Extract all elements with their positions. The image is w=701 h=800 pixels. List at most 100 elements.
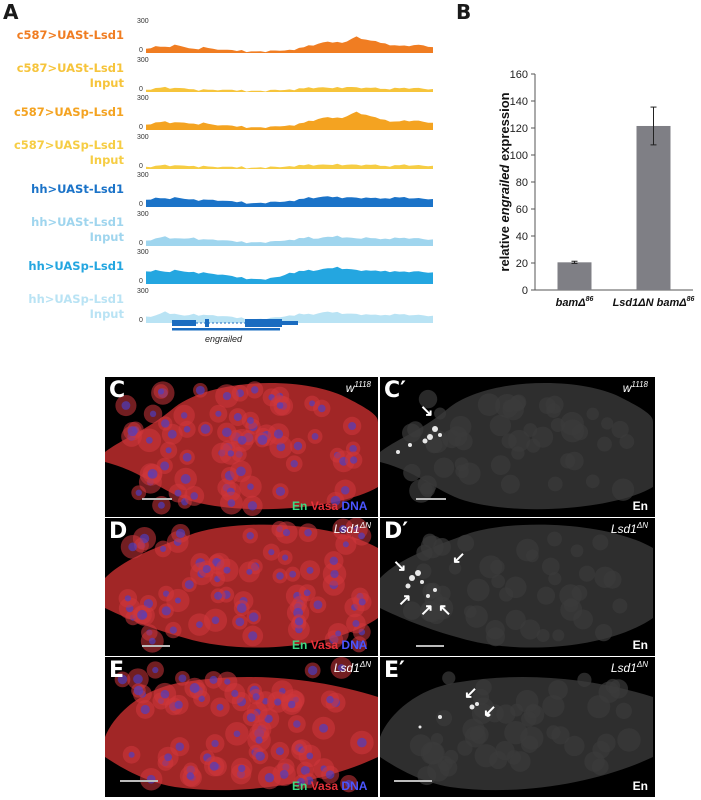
scale-bar bbox=[394, 780, 432, 782]
cell bbox=[499, 587, 514, 602]
cell bbox=[466, 578, 490, 602]
nucleus bbox=[195, 385, 205, 395]
y-tick-label: 80 bbox=[516, 177, 528, 189]
nucleus bbox=[137, 609, 148, 620]
track-min-value: 0 bbox=[139, 47, 143, 54]
cell bbox=[619, 434, 635, 449]
nucleus bbox=[211, 739, 219, 748]
en-signal bbox=[469, 704, 475, 710]
stain-legend: En Vasa DNA bbox=[292, 779, 368, 793]
scale-bar bbox=[142, 645, 170, 647]
nucleus bbox=[147, 468, 158, 479]
en-signal bbox=[427, 434, 433, 440]
nucleus bbox=[157, 501, 165, 509]
arrow-marker: ↘ bbox=[420, 403, 434, 420]
track-min-value: 0 bbox=[139, 124, 143, 131]
genotype-label: Lsd1ΔN bbox=[610, 521, 648, 536]
cell bbox=[591, 758, 609, 776]
cell bbox=[577, 672, 592, 687]
arrow-marker: ↗ bbox=[420, 602, 434, 619]
nucleus bbox=[128, 751, 135, 758]
genotype-label: w1118 bbox=[622, 380, 648, 395]
cell bbox=[617, 728, 641, 752]
nucleus bbox=[224, 678, 231, 685]
track-max-value: 300 bbox=[137, 287, 149, 295]
cell bbox=[420, 741, 444, 765]
cell bbox=[560, 598, 583, 621]
cell bbox=[436, 710, 453, 727]
panel-label-d-prime: D′ bbox=[384, 519, 409, 544]
y-tick-label: 20 bbox=[516, 258, 528, 270]
nucleus bbox=[165, 447, 172, 454]
stain-legend: En Vasa DNA bbox=[292, 638, 368, 652]
nucleus bbox=[350, 456, 358, 464]
cell bbox=[496, 704, 516, 724]
channel-label: En bbox=[632, 638, 648, 652]
nucleus bbox=[124, 595, 131, 602]
nucleus bbox=[282, 528, 291, 537]
nucleus bbox=[184, 580, 194, 590]
track-max-value: 300 bbox=[137, 172, 149, 179]
cell bbox=[560, 419, 585, 443]
cell bbox=[486, 627, 506, 647]
nucleus bbox=[352, 619, 360, 628]
panel-label-e: E bbox=[109, 658, 125, 683]
nucleus bbox=[275, 486, 286, 497]
nucleus bbox=[306, 566, 314, 574]
cell bbox=[491, 574, 506, 589]
track-max-value: 300 bbox=[137, 133, 149, 141]
bar-chart: 0 20 40 60 80 100 120 140 160 bamΔ86 Lsd1ΔN bamΔ86… bbox=[497, 69, 695, 309]
track-label: c587>UASp-Lsd1 Input bbox=[13, 137, 124, 167]
nucleus bbox=[255, 751, 265, 761]
cell bbox=[532, 426, 554, 448]
x-tick-label: Lsd1ΔN bamΔ86 bbox=[613, 296, 695, 309]
cell bbox=[500, 474, 520, 494]
cell bbox=[420, 482, 435, 498]
nucleus bbox=[276, 572, 284, 580]
cell bbox=[547, 531, 562, 547]
nucleus bbox=[198, 695, 205, 702]
y-tick-label: 140 bbox=[510, 96, 528, 108]
nucleus bbox=[317, 404, 326, 413]
cell bbox=[469, 725, 489, 745]
y-tick-label: 0 bbox=[522, 285, 528, 297]
nucleus bbox=[248, 631, 258, 641]
micrograph-e: E Lsd1ΔN En Vasa DNA bbox=[105, 657, 378, 797]
en-signal bbox=[438, 433, 442, 437]
nucleus bbox=[358, 532, 366, 540]
genotype-label: Lsd1ΔN bbox=[610, 660, 648, 675]
cell bbox=[586, 407, 599, 421]
coverage-area bbox=[146, 235, 433, 246]
nucleus bbox=[221, 427, 232, 438]
nucleus bbox=[246, 568, 253, 575]
track-label: c587>UASt-Lsd1 Input bbox=[16, 60, 124, 90]
nucleus bbox=[233, 413, 242, 422]
cell bbox=[457, 534, 475, 552]
track-max-value: 300 bbox=[137, 210, 149, 218]
nucleus bbox=[211, 616, 220, 625]
coverage-area bbox=[146, 196, 433, 207]
cell bbox=[552, 629, 565, 642]
bar bbox=[636, 125, 671, 290]
cell bbox=[597, 436, 612, 452]
nucleus bbox=[174, 489, 182, 497]
panel-label-d: D bbox=[109, 519, 128, 544]
nucleus bbox=[140, 704, 150, 715]
nucleus bbox=[180, 412, 188, 419]
nucleus bbox=[157, 388, 165, 395]
nucleus bbox=[209, 761, 219, 771]
scale-bar bbox=[416, 645, 444, 647]
micrograph-c-prime: C′ w1118 En ↘ bbox=[380, 377, 655, 517]
nucleus bbox=[216, 703, 224, 711]
coverage-area bbox=[146, 36, 433, 53]
coverage-area bbox=[146, 163, 433, 169]
cell bbox=[564, 735, 585, 757]
nucleus bbox=[145, 436, 153, 444]
cell bbox=[509, 395, 526, 412]
cell bbox=[578, 565, 596, 582]
en-signal bbox=[475, 702, 479, 706]
arrow-marker: ↙ bbox=[452, 550, 466, 567]
nucleus bbox=[307, 665, 318, 676]
nucleus bbox=[160, 545, 167, 552]
nucleus bbox=[297, 777, 305, 786]
